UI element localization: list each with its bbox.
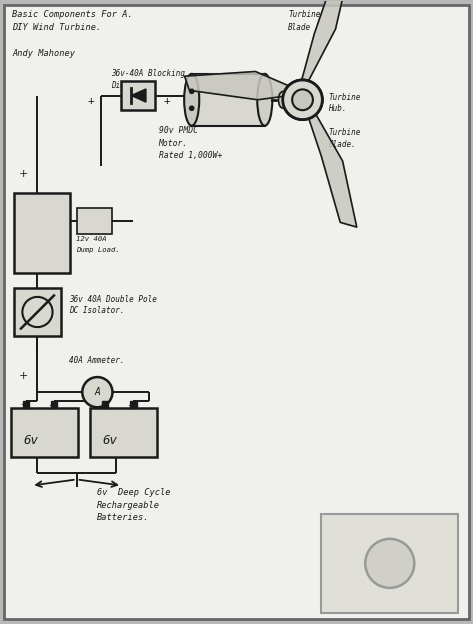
Text: 6v: 6v: [103, 434, 118, 447]
Text: Basic Components For A.: Basic Components For A.: [12, 10, 133, 19]
Bar: [77, 208, 113, 234]
Bar: [192, 74, 265, 125]
Text: Rated 1,000W+: Rated 1,000W+: [158, 151, 222, 160]
Text: Hub.: Hub.: [328, 104, 347, 114]
Text: DIY Wind Turbine.: DIY Wind Turbine.: [12, 23, 102, 32]
Text: Diode: Diode: [112, 81, 135, 90]
Bar: [321, 514, 458, 613]
Bar: [23, 401, 29, 407]
Circle shape: [292, 89, 313, 110]
Text: 90v PMDC: 90v PMDC: [158, 126, 198, 135]
Circle shape: [82, 377, 113, 407]
Text: 36v 40A Double Pole: 36v 40A Double Pole: [69, 295, 157, 304]
Text: Turbine: Turbine: [328, 93, 361, 102]
Text: −: −: [48, 401, 55, 410]
Circle shape: [283, 80, 322, 120]
Text: 36v-40A Blocking: 36v-40A Blocking: [112, 69, 185, 78]
Text: +: +: [18, 316, 28, 326]
Text: +: +: [88, 95, 95, 105]
Circle shape: [292, 89, 313, 110]
Text: +: +: [100, 400, 106, 409]
Text: Motor.: Motor.: [158, 139, 188, 147]
Text: Blade: Blade: [289, 23, 312, 32]
Bar: [14, 288, 61, 336]
Text: Dump Load.: Dump Load.: [76, 246, 120, 253]
Polygon shape: [305, 107, 357, 227]
Bar: [11, 407, 78, 457]
Text: +: +: [18, 169, 28, 179]
Ellipse shape: [257, 74, 272, 125]
Text: Controller: Controller: [15, 232, 55, 238]
Bar: [131, 401, 137, 407]
Polygon shape: [300, 0, 350, 85]
Polygon shape: [131, 89, 146, 102]
Ellipse shape: [184, 74, 199, 125]
Text: 12v 40A: 12v 40A: [76, 236, 107, 242]
Bar: [121, 81, 155, 110]
Text: +: +: [20, 400, 27, 409]
Text: −: −: [127, 401, 134, 410]
Bar: [102, 401, 108, 407]
Circle shape: [283, 80, 322, 120]
Text: Rechargeable: Rechargeable: [97, 500, 160, 510]
Text: Charge: Charge: [17, 218, 42, 223]
Circle shape: [190, 89, 194, 94]
Text: Turbine: Turbine: [289, 10, 321, 19]
Circle shape: [365, 539, 414, 588]
Bar: [90, 407, 157, 457]
Text: Andy Mahoney: Andy Mahoney: [12, 49, 76, 58]
Text: 6v  Deep Cycle: 6v Deep Cycle: [97, 488, 171, 497]
Bar: [14, 193, 70, 273]
Bar: [51, 401, 57, 407]
Text: 6v: 6v: [23, 434, 38, 447]
Text: +: +: [163, 95, 170, 105]
Text: Blade.: Blade.: [328, 140, 356, 149]
Circle shape: [22, 297, 53, 327]
Circle shape: [190, 106, 194, 110]
Text: +: +: [18, 371, 28, 381]
Text: DC Isolator.: DC Isolator.: [69, 306, 124, 315]
Text: Batteries.: Batteries.: [97, 514, 150, 522]
Text: Turbine: Turbine: [328, 128, 361, 137]
Text: A: A: [95, 387, 100, 397]
Text: 40A Ammeter.: 40A Ammeter.: [69, 356, 124, 365]
Ellipse shape: [279, 92, 287, 108]
Polygon shape: [184, 72, 293, 100]
Text: 12v: 12v: [17, 202, 31, 211]
